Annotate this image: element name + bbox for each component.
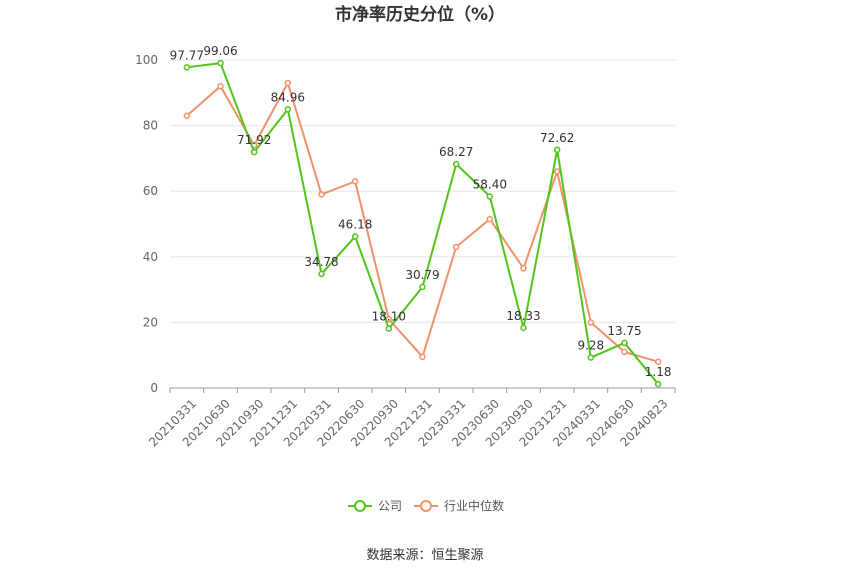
data-label: 18.10: [372, 310, 406, 324]
data-point[interactable]: [284, 106, 292, 113]
data-point[interactable]: [452, 160, 460, 168]
data-label: 30.79: [405, 268, 439, 282]
data-point[interactable]: [351, 178, 359, 185]
data-point[interactable]: [587, 354, 595, 361]
data-label: 99.06: [203, 44, 237, 58]
legend-item-company[interactable]: 公司: [348, 499, 402, 513]
series-industry-median: [183, 79, 662, 366]
data-point[interactable]: [217, 82, 224, 90]
data-point[interactable]: [654, 380, 662, 388]
data-label: 84.96: [271, 90, 305, 104]
data-point[interactable]: [183, 64, 191, 71]
data-label: 71.92: [237, 133, 271, 147]
data-label: 97.77: [170, 48, 204, 62]
data-point[interactable]: [183, 112, 191, 120]
y-tick-label: 80: [143, 119, 158, 133]
data-point[interactable]: [419, 283, 426, 291]
data-point[interactable]: [452, 243, 460, 251]
series-line: [186, 61, 659, 385]
data-label: 72.62: [540, 131, 574, 145]
data-point[interactable]: [486, 215, 494, 223]
data-point[interactable]: [553, 146, 561, 154]
data-point[interactable]: [419, 353, 426, 361]
series-company: 97.77 99.06 71.92 84.96 34.78 46.18 18.10 30.79…: [170, 44, 672, 388]
data-label: 68.27: [439, 145, 473, 159]
data-point[interactable]: [654, 358, 662, 366]
data-label: 13.75: [607, 324, 641, 338]
data-point[interactable]: [385, 325, 393, 332]
data-label: 58.40: [473, 177, 507, 191]
data-point[interactable]: [520, 265, 527, 272]
data-point[interactable]: [587, 319, 595, 326]
y-axis: 0 20 40 60 80 100: [135, 53, 158, 395]
data-label: 9.28: [577, 339, 604, 353]
data-point[interactable]: [621, 339, 628, 347]
y-tick-label: 0: [150, 381, 158, 395]
data-point[interactable]: [351, 233, 359, 240]
y-tick-label: 100: [135, 53, 158, 67]
y-tick-label: 20: [143, 315, 158, 329]
data-point[interactable]: [486, 193, 494, 200]
y-tick-label: 40: [143, 250, 158, 264]
legend-marker: [420, 500, 432, 512]
data-point[interactable]: [284, 79, 292, 87]
data-label: 46.18: [338, 218, 372, 232]
data-label: 18.33: [506, 309, 540, 323]
y-tick-label: 60: [143, 184, 158, 198]
series-line: [186, 80, 659, 363]
data-point[interactable]: [318, 270, 325, 278]
legend[interactable]: 公司 行业中位数: [348, 498, 504, 513]
data-point[interactable]: [553, 168, 561, 175]
legend-label: 行业中位数: [444, 498, 504, 513]
data-point[interactable]: [318, 191, 325, 198]
data-label: 1.18: [645, 365, 672, 379]
x-axis: 2021033120210630202109302021123120220331…: [146, 387, 676, 450]
grid: [170, 59, 675, 323]
legend-item-industry-median[interactable]: 行业中位数: [414, 498, 504, 513]
series-group: 97.77 99.06 71.92 84.96 34.78 46.18 18.10 30.79…: [170, 44, 672, 388]
legend-label: 公司: [378, 499, 402, 513]
data-point[interactable]: [621, 348, 628, 356]
data-point[interactable]: [217, 59, 224, 67]
legend-marker: [354, 500, 366, 512]
data-label: 34.78: [304, 255, 338, 269]
data-point[interactable]: [520, 324, 527, 332]
data-point[interactable]: [250, 148, 258, 156]
data-source: 数据来源：恒生聚源: [366, 548, 483, 563]
chart-title: 市净率历史分位（%）: [335, 4, 505, 25]
